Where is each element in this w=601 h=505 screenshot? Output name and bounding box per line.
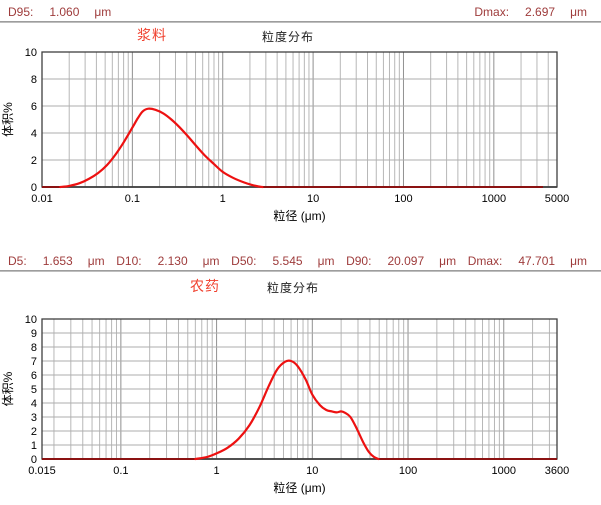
svg-text:5: 5 [31,384,37,396]
separator-line [0,270,601,272]
stat-dmax: Dmax: 47.701 μm [468,253,587,269]
x-axis-title: 粒径 (μm) [273,208,325,223]
svg-text:6: 6 [31,101,37,113]
svg-text:1: 1 [220,193,226,205]
svg-text:100: 100 [394,193,412,205]
stats-row-pesticide: D5: 1.653 μm D10: 2.130 μm D50: 5.545 μm… [0,253,601,269]
svg-text:4: 4 [31,398,37,410]
stat-unit: μm [439,254,457,268]
stat-d10: D10: 2.130 μm [116,253,219,269]
grid-lines [42,52,557,187]
stat-label: Dmax: [467,254,503,268]
title-row-pesticide: 农药 粒度分布 [0,272,601,295]
stat-label: D5: [8,254,27,268]
stat-label: D10: [116,254,142,268]
stat-value: 47.701 [518,254,556,268]
y-axis-title: 体积% [1,371,15,406]
svg-text:10: 10 [25,314,37,326]
distribution-curve [194,359,380,461]
stats-row-slurry: D95: 1.060 μm Dmax: 2.697 μm [0,4,601,20]
sample-name: 农药 [190,278,220,294]
svg-text:2: 2 [31,155,37,167]
svg-text:9: 9 [31,328,37,340]
svg-text:8: 8 [31,342,37,354]
svg-text:10: 10 [307,193,319,205]
chart-block-slurry: D95: 1.060 μm Dmax: 2.697 μm 浆料 粒度分布 0.0… [0,0,601,225]
stat-d95: D95: 1.060 μm [8,4,111,20]
stat-d5: D5: 1.653 μm [8,253,105,269]
svg-text:10: 10 [306,465,318,477]
svg-text:0.1: 0.1 [113,465,128,477]
svg-text:3: 3 [31,412,37,424]
title-row-slurry: 浆料 粒度分布 [0,23,601,45]
chart-title: 粒度分布 [267,281,320,295]
separator-line [0,21,601,23]
stat-label: D95: [8,5,34,19]
svg-text:8: 8 [31,74,37,86]
svg-text:1: 1 [214,465,220,477]
svg-text:1000: 1000 [492,465,516,477]
stat-label: D90: [346,254,372,268]
svg-text:1: 1 [31,440,37,452]
svg-text:1000: 1000 [482,193,506,205]
x-axis-title: 粒径 (μm) [273,480,325,495]
stat-unit: μm [94,5,112,19]
grid-lines [42,319,557,459]
tick-labels: 0.015 0.1 1 10 100 1000 3600 0 1 2 3 4 5 6 7 8 9 10 [25,314,569,477]
stat-label: Dmax: [474,5,510,19]
stat-value: 2.130 [157,254,188,268]
particle-size-distribution-plot-pesticide: 0.015 0.1 1 10 100 1000 3600 0 1 2 3 4 5 6 7 8 9 10 粒径 (μm… [1,314,569,495]
stat-value: 2.697 [525,5,556,19]
stat-value: 1.060 [49,5,80,19]
svg-text:6: 6 [31,370,37,382]
particle-size-distribution-plot-slurry: 0.01 0.1 1 10 100 1000 5000 0 2 4 6 8 10 粒径 (μm) 体积% [1,47,569,223]
stat-unit: μm [570,254,587,268]
svg-text:3600: 3600 [545,465,569,477]
chart-block-pesticide: D5: 1.653 μm D10: 2.130 μm D50: 5.545 μm… [0,249,601,500]
svg-text:5000: 5000 [545,193,569,205]
svg-text:0.015: 0.015 [28,465,56,477]
svg-text:2: 2 [31,426,37,438]
svg-text:10: 10 [25,47,37,59]
svg-text:100: 100 [399,465,417,477]
svg-text:7: 7 [31,356,37,368]
stat-unit: μm [570,5,587,19]
svg-text:0: 0 [31,454,37,466]
svg-text:4: 4 [31,128,37,140]
sample-name: 浆料 [137,27,167,43]
stat-unit: μm [87,254,105,268]
stat-d90: D90: 20.097 μm [346,253,456,269]
stat-unit: μm [317,254,335,268]
svg-text:0.1: 0.1 [125,193,140,205]
stat-value: 1.653 [42,254,73,268]
y-axis-title: 体积% [1,102,15,137]
tick-labels: 0.01 0.1 1 10 100 1000 5000 0 2 4 6 8 10 [25,47,569,205]
stat-dmax: Dmax: 2.697 μm [474,4,587,20]
stat-label: D50: [231,254,257,268]
distribution-curve [59,107,264,189]
chart-title: 粒度分布 [262,30,315,44]
svg-text:0.01: 0.01 [31,193,52,205]
stat-value: 20.097 [387,254,425,268]
stat-unit: μm [202,254,220,268]
stat-d50: D50: 5.545 μm [231,253,334,269]
stat-value: 5.545 [272,254,303,268]
svg-text:0: 0 [31,182,37,194]
